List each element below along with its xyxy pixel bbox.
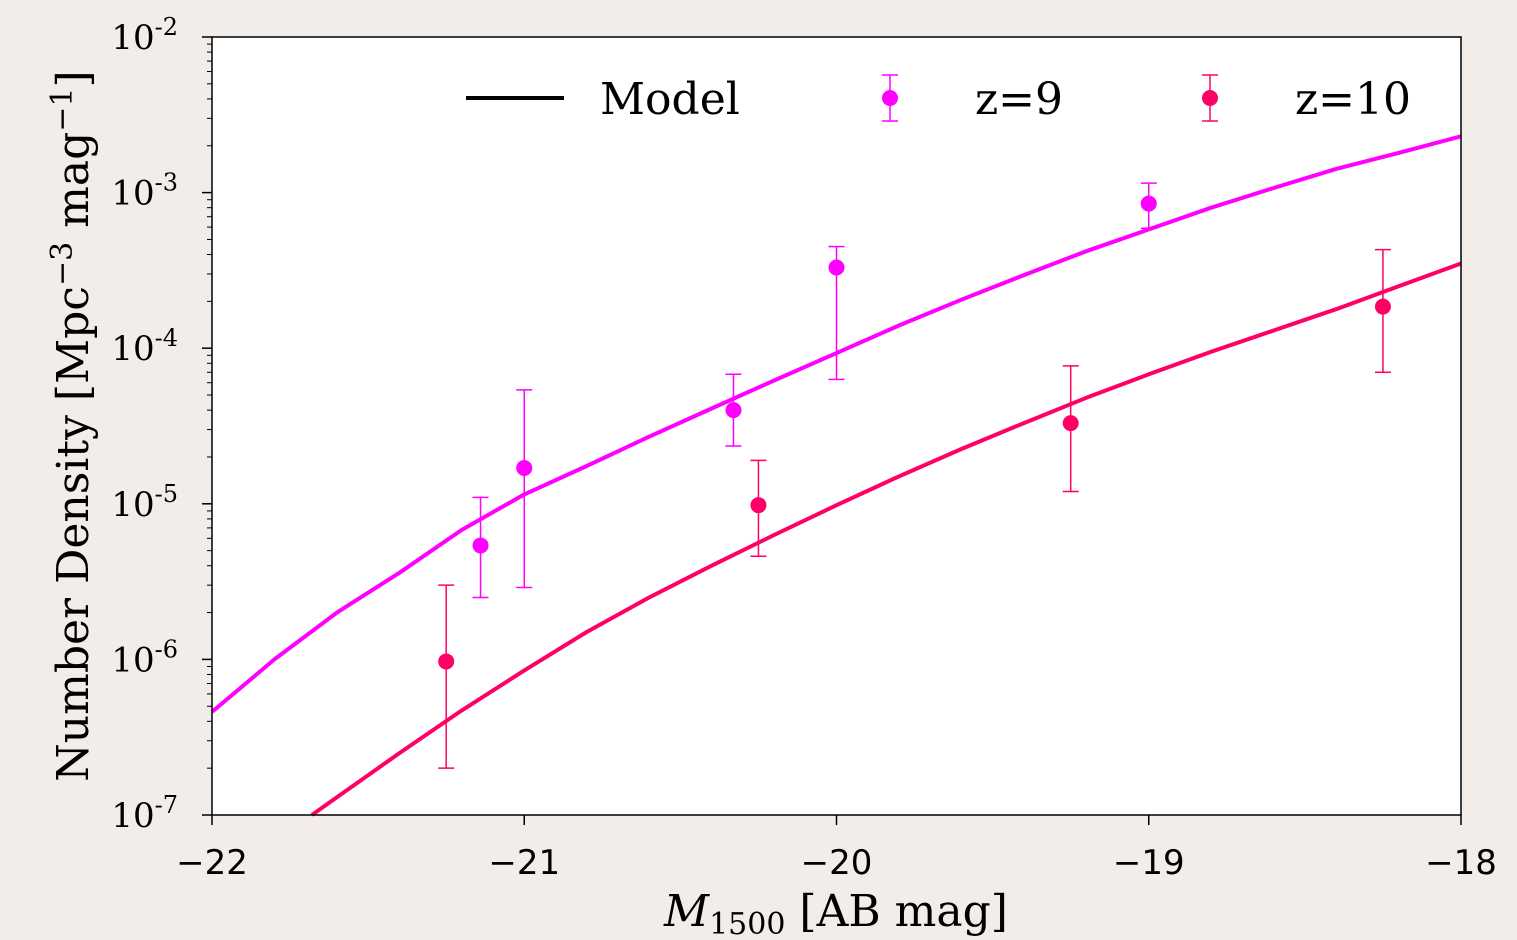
axis-major-ticks: [202, 36, 1462, 825]
error-bar-z10: [438, 584, 455, 769]
y-tick-label: 10-6: [111, 635, 178, 680]
data-point-z9: [1140, 195, 1157, 212]
plot-frame: [211, 36, 1462, 816]
data-point-z10: [1374, 298, 1391, 315]
x-axis-unit: [AB mag]: [785, 886, 1008, 937]
legend: Model z=9 z=10: [466, 74, 1411, 125]
x-tick-label: −21: [488, 843, 560, 883]
x-tick-label: −20: [801, 843, 873, 883]
y-axis-title: Number Density [Mpc−3 mag−1]: [45, 70, 99, 781]
legend-z9-marker: [882, 74, 898, 122]
y-axis-mid: mag: [48, 132, 99, 242]
legend-model-label: Model: [600, 74, 740, 125]
x-axis-symbol: M: [663, 886, 710, 937]
data-point-z10: [438, 653, 455, 670]
y-tick-labels: 10-7 10-6 10-5 10-4 10-3 10-2: [111, 13, 178, 836]
y-minor-ticks: [207, 43, 212, 769]
data-point-z9: [516, 459, 533, 476]
data-point-z9: [725, 402, 742, 419]
y-tick-label: 10-5: [111, 480, 178, 525]
y-axis-end: ]: [48, 70, 99, 87]
y-tick-label: 10-2: [111, 13, 178, 58]
y-tick-label: 10-3: [111, 169, 178, 214]
data-point-z10: [750, 497, 767, 514]
legend-z10-label: z=10: [1295, 74, 1411, 125]
y-axis-exp1: −3: [45, 242, 80, 286]
y-axis-exp2: −1: [45, 87, 80, 131]
x-tick-labels: −22 −21 −20 −19 −18: [176, 843, 1497, 883]
x-axis-title: M1500 [AB mag]: [663, 886, 1008, 940]
x-tick-label: −19: [1113, 843, 1185, 883]
data-point-z10: [1062, 415, 1079, 432]
x-tick-label: −18: [1425, 843, 1497, 883]
model-line-z10: [310, 261, 1462, 817]
plot-area: [212, 37, 1461, 815]
x-axis-subscript: 1500: [709, 907, 785, 940]
legend-z9-label: z=9: [975, 74, 1063, 125]
y-axis-base: Number Density [Mpc: [48, 286, 99, 782]
data-point-z9: [472, 537, 489, 554]
y-tick-label: 10-7: [111, 791, 178, 836]
data-point-z9: [828, 259, 845, 276]
y-tick-label: 10-4: [111, 324, 178, 369]
error-bar-z9: [516, 389, 533, 589]
legend-z10-marker: [1202, 74, 1218, 122]
data-points: [438, 195, 1391, 670]
x-tick-label: −22: [176, 843, 248, 883]
